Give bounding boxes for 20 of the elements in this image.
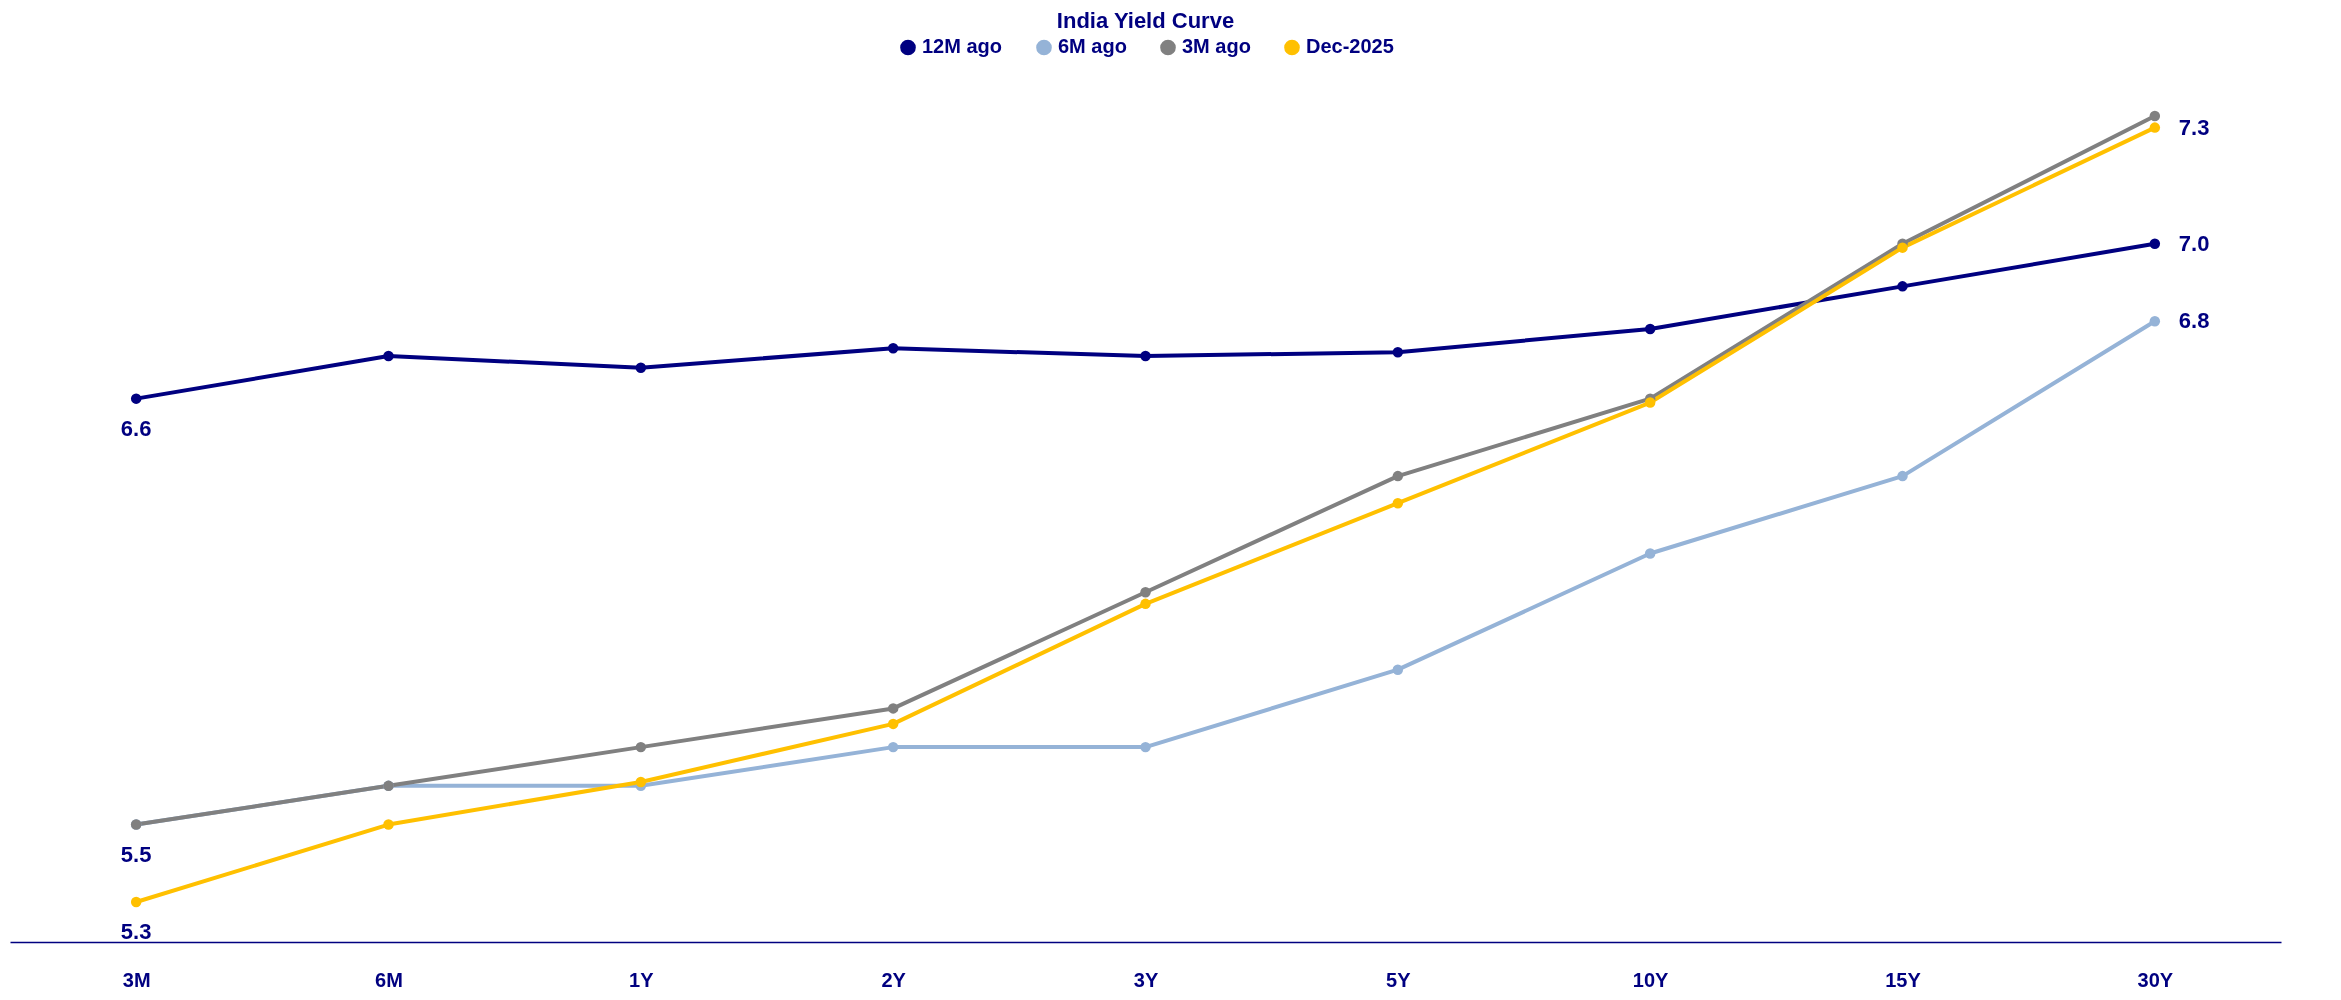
legend-label: 3M ago: [1182, 35, 1251, 58]
data-label: 5.3: [120, 919, 152, 944]
data-label: 7.0: [2178, 230, 2210, 256]
chart-title: India Yield Curve: [1056, 8, 1235, 33]
x-tick-label: 3M: [122, 968, 151, 991]
x-tick-label: 1Y: [629, 968, 655, 991]
legend-label: Dec-2025: [1306, 35, 1394, 58]
data-label: 6.6: [120, 415, 152, 441]
legend-label: 12M ago: [922, 35, 1003, 58]
x-tick-label: 15Y: [1885, 968, 1922, 991]
x-tick-label: 5Y: [1386, 968, 1412, 991]
x-tick-label: 3Y: [1133, 968, 1159, 991]
x-tick-label: 2Y: [881, 968, 907, 991]
legend-label: 6M ago: [1058, 35, 1127, 58]
data-label: 7.3: [2178, 114, 2210, 140]
x-tick-label: 10Y: [1632, 968, 1670, 991]
data-label: 5.5: [120, 841, 152, 867]
x-tick-label: 6M: [375, 968, 403, 991]
x-tick-label: 30Y: [2137, 968, 2174, 991]
data-label: 6.8: [2178, 308, 2210, 334]
